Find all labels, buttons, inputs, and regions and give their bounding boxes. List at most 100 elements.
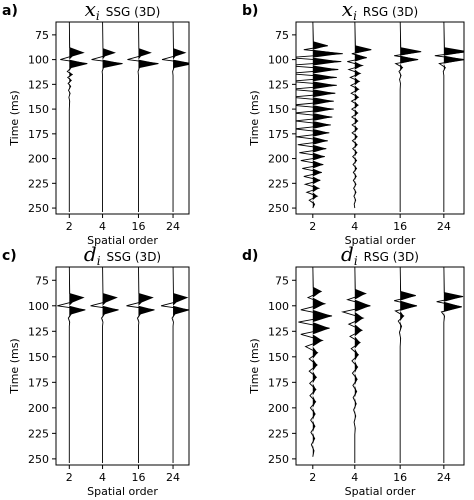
x-axis-label: Spatial order — [345, 234, 416, 247]
panel-label: b) — [242, 3, 258, 19]
panel-label: a) — [2, 3, 18, 19]
title-text: SSG (3D) — [106, 5, 161, 19]
plot-frame — [295, 21, 465, 215]
y-tick-label: 200 — [268, 153, 289, 166]
title-math-symbol: d — [84, 242, 97, 266]
trace-fill-4 — [354, 22, 372, 209]
trace-fill-16 — [138, 22, 159, 213]
trace-line-4 — [347, 22, 372, 209]
x-axis-label: Spatial order — [345, 485, 416, 498]
x-tick-label: 4 — [99, 471, 106, 484]
x-tick-label: 2 — [66, 471, 73, 484]
x-tick-label: 24 — [166, 471, 180, 484]
y-tick-label: 75 — [275, 274, 289, 287]
trace-fill-2 — [312, 267, 332, 457]
y-tick-label: 250 — [28, 202, 49, 215]
trace-line-16 — [394, 267, 418, 463]
y-tick-label: 200 — [28, 153, 49, 166]
title-math-symbol: x — [342, 0, 353, 21]
trace-line-2 — [60, 22, 88, 213]
trace-fill-24 — [173, 22, 189, 213]
title-subscript: i — [97, 254, 101, 268]
y-tick-label: 75 — [35, 29, 49, 42]
y-tick-label: 100 — [28, 300, 49, 313]
trace-fill-16 — [400, 22, 422, 213]
y-tick-label: 175 — [268, 128, 289, 141]
panel-di-ssg: c) di SSG (3D) 75 100 125 150 175 200 225 250 Time … — [2, 242, 190, 498]
y-tick-label: 175 — [28, 376, 49, 389]
trace-fill-24 — [443, 22, 464, 213]
y-axis-label: Time (ms) — [248, 90, 261, 146]
y-axis-label: Time (ms) — [248, 338, 261, 394]
plot-frame — [55, 266, 190, 466]
y-tick-label: 150 — [28, 103, 49, 116]
x-tick-label: 16 — [393, 220, 407, 233]
trace-fill-24 — [443, 267, 464, 463]
y-tick-label: 225 — [28, 427, 49, 440]
y-tick-label: 250 — [268, 202, 289, 215]
x-tick-label: 16 — [131, 220, 145, 233]
panel-xi-ssg: a) xi SSG (3D) 75 100 125 150 175 200 225 250 Time … — [2, 0, 190, 247]
trace-line-24 — [161, 22, 189, 213]
x-tick-label: 16 — [131, 471, 145, 484]
y-tick-label: 200 — [28, 402, 49, 415]
y-tick-label: 125 — [268, 78, 289, 91]
trace-line-16 — [127, 22, 159, 213]
trace-fill-2 — [69, 267, 86, 463]
panel-label: d) — [242, 248, 258, 264]
trace-line-24 — [160, 267, 189, 463]
panel-label: c) — [2, 248, 17, 264]
y-tick-label: 225 — [28, 177, 49, 190]
panel-title: xi SSG (3D) — [85, 0, 161, 23]
y-axis-label: Time (ms) — [8, 90, 21, 146]
trace-line-4 — [341, 267, 371, 463]
trace-line-16 — [126, 267, 155, 463]
y-tick-label: 150 — [28, 351, 49, 364]
y-tick-label: 200 — [268, 402, 289, 415]
y-tick-label: 225 — [268, 177, 289, 190]
x-axis-label: Spatial order — [87, 234, 158, 247]
panel-di-rsg: d) di RSG (3D) 75 100 125 150 175 200 225 250 Time … — [242, 242, 465, 498]
x-tick-label: 2 — [66, 220, 73, 233]
trace-fill-4 — [102, 267, 119, 463]
x-tick-label: 4 — [351, 220, 358, 233]
y-tick-label: 125 — [268, 325, 289, 338]
x-tick-label: 24 — [437, 471, 451, 484]
title-subscript: i — [96, 9, 100, 23]
y-tick-label: 150 — [268, 103, 289, 116]
y-tick-label: 150 — [268, 351, 289, 364]
trace-fill-16 — [400, 267, 417, 463]
trace-line-4 — [91, 22, 123, 213]
y-tick-label: 100 — [268, 300, 289, 313]
y-axis-label: Time (ms) — [8, 338, 21, 394]
y-tick-label: 125 — [28, 78, 49, 91]
trace-fill-16 — [138, 267, 155, 463]
trace-line-2 — [296, 22, 343, 209]
plot-frame — [55, 21, 190, 215]
trace-line-4 — [90, 267, 119, 463]
y-tick-label: 100 — [268, 54, 289, 67]
x-axis-label: Spatial order — [87, 485, 158, 498]
x-tick-label: 16 — [393, 471, 407, 484]
title-text: RSG (3D) — [363, 5, 418, 19]
panel-title: di SSG (3D) — [84, 242, 161, 268]
title-math-symbol: d — [341, 242, 354, 266]
trace-line-24 — [434, 22, 464, 213]
trace-line-2 — [57, 267, 86, 463]
y-tick-label: 250 — [268, 453, 289, 466]
x-tick-label: 24 — [166, 220, 180, 233]
panel-title: xi RSG (3D) — [342, 0, 418, 23]
x-tick-label: 24 — [437, 220, 451, 233]
title-text: RSG (3D) — [364, 250, 419, 264]
trace-fill-4 — [354, 267, 371, 463]
trace-line-16 — [394, 22, 422, 213]
title-subscript: i — [353, 9, 357, 23]
y-tick-label: 175 — [268, 376, 289, 389]
y-tick-label: 75 — [275, 29, 289, 42]
trace-line-2 — [298, 267, 333, 457]
y-tick-label: 125 — [28, 325, 49, 338]
y-tick-label: 225 — [268, 427, 289, 440]
panel-title: di RSG (3D) — [341, 242, 419, 268]
trace-fill-24 — [173, 267, 189, 463]
